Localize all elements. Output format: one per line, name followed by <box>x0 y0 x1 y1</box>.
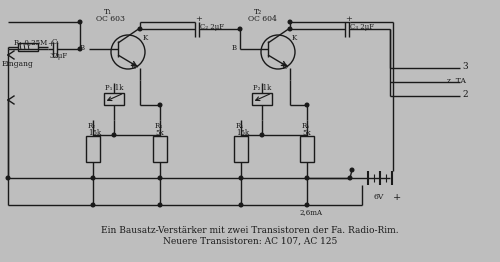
Text: 15k: 15k <box>88 129 101 137</box>
Text: OC 603: OC 603 <box>96 15 125 23</box>
Text: 5k: 5k <box>155 129 164 137</box>
Text: C₃ 2μF: C₃ 2μF <box>350 23 374 31</box>
Bar <box>104 93 124 105</box>
Text: K: K <box>292 34 297 42</box>
Text: B: B <box>232 44 237 52</box>
Text: E: E <box>131 63 136 71</box>
Text: Neuere Transistoren: AC 107, AC 125: Neuere Transistoren: AC 107, AC 125 <box>163 237 337 246</box>
Text: C₁: C₁ <box>52 38 60 46</box>
Text: R₁ 0,25M: R₁ 0,25M <box>14 38 47 46</box>
Circle shape <box>78 20 82 24</box>
Text: E: E <box>282 63 287 71</box>
Text: +: + <box>47 40 54 48</box>
Text: R₄: R₄ <box>236 122 244 130</box>
Text: 2,6mA: 2,6mA <box>300 208 323 216</box>
Circle shape <box>288 20 292 24</box>
Circle shape <box>158 176 162 180</box>
Text: 15k: 15k <box>236 129 249 137</box>
Text: 2: 2 <box>462 90 468 99</box>
Text: R₂: R₂ <box>88 122 96 130</box>
Text: B: B <box>80 44 85 52</box>
Circle shape <box>91 203 95 207</box>
Text: R₅: R₅ <box>302 122 310 130</box>
Text: 5k: 5k <box>302 129 310 137</box>
Circle shape <box>305 203 309 207</box>
Text: P₁ 1k: P₁ 1k <box>105 84 124 92</box>
Bar <box>86 136 100 162</box>
Circle shape <box>78 47 82 51</box>
Text: R₃: R₃ <box>155 122 163 130</box>
Text: +: + <box>195 15 202 23</box>
Circle shape <box>158 103 162 107</box>
Circle shape <box>350 168 354 172</box>
Text: 6V: 6V <box>374 193 384 201</box>
Text: Ein Bausatz-Verstärker mit zwei Transistoren der Fa. Radio-Rim.: Ein Bausatz-Verstärker mit zwei Transist… <box>101 226 399 235</box>
Text: C₂ 2μF: C₂ 2μF <box>200 23 224 31</box>
Text: Eingang: Eingang <box>2 60 34 68</box>
Text: K: K <box>143 34 148 42</box>
Bar <box>300 136 314 162</box>
Text: P₂ 1k: P₂ 1k <box>253 84 271 92</box>
Text: 3: 3 <box>462 62 468 71</box>
Bar <box>234 136 248 162</box>
Circle shape <box>288 27 292 31</box>
Text: +: + <box>393 193 401 202</box>
Text: +: + <box>345 15 352 23</box>
Circle shape <box>239 176 243 180</box>
Circle shape <box>238 27 242 31</box>
Text: T₂: T₂ <box>254 8 262 16</box>
Circle shape <box>112 133 116 137</box>
Circle shape <box>158 203 162 207</box>
Circle shape <box>260 133 264 137</box>
Text: z. TA: z. TA <box>447 77 466 85</box>
Circle shape <box>6 176 10 180</box>
Circle shape <box>91 176 95 180</box>
Bar <box>252 93 272 105</box>
Circle shape <box>138 27 142 31</box>
Circle shape <box>239 203 243 207</box>
Bar <box>153 136 167 162</box>
Circle shape <box>348 176 352 180</box>
Text: 32μF: 32μF <box>50 52 68 60</box>
Text: T₁: T₁ <box>104 8 112 16</box>
Bar <box>18 43 38 51</box>
Circle shape <box>305 176 309 180</box>
Circle shape <box>305 103 309 107</box>
Text: OC 604: OC 604 <box>248 15 277 23</box>
